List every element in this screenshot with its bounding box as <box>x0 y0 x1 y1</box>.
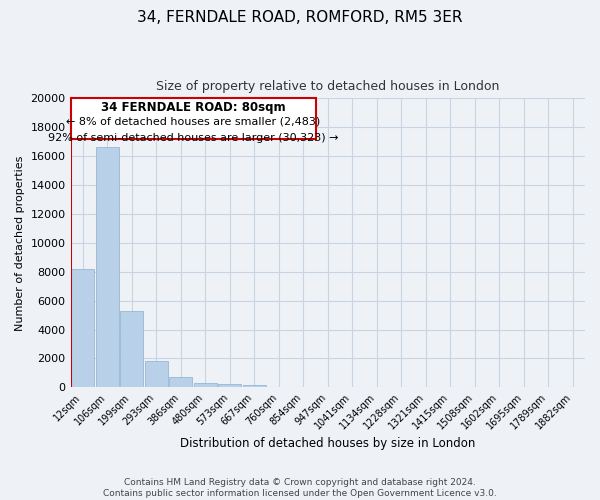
Text: 92% of semi-detached houses are larger (30,323) →: 92% of semi-detached houses are larger (… <box>48 133 338 143</box>
Text: 34 FERNDALE ROAD: 80sqm: 34 FERNDALE ROAD: 80sqm <box>101 101 286 114</box>
Bar <box>169 376 193 388</box>
Text: ← 8% of detached houses are smaller (2,483): ← 8% of detached houses are smaller (2,4… <box>66 117 320 127</box>
Bar <box>242 385 266 388</box>
X-axis label: Distribution of detached houses by size in London: Distribution of detached houses by size … <box>180 437 475 450</box>
Bar <box>71 269 94 388</box>
Y-axis label: Number of detached properties: Number of detached properties <box>15 155 25 330</box>
Bar <box>95 148 119 388</box>
Bar <box>145 362 168 388</box>
Bar <box>218 384 241 388</box>
Title: Size of property relative to detached houses in London: Size of property relative to detached ho… <box>156 80 499 93</box>
Text: 34, FERNDALE ROAD, ROMFORD, RM5 3ER: 34, FERNDALE ROAD, ROMFORD, RM5 3ER <box>137 10 463 25</box>
Bar <box>194 383 217 388</box>
Text: Contains HM Land Registry data © Crown copyright and database right 2024.
Contai: Contains HM Land Registry data © Crown c… <box>103 478 497 498</box>
Bar <box>120 311 143 388</box>
